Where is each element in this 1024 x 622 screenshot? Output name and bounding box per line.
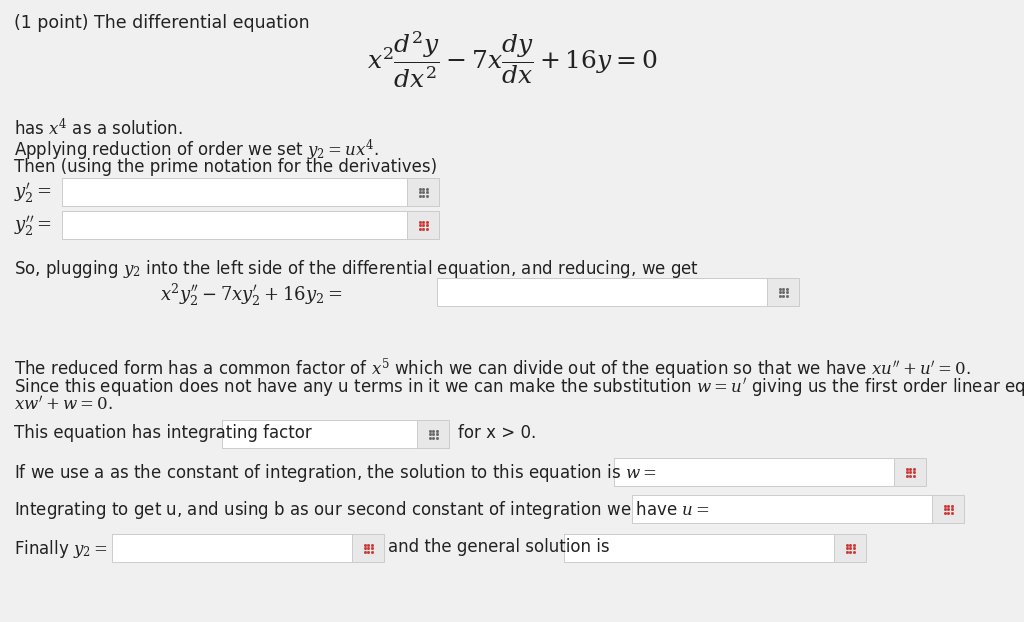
FancyBboxPatch shape	[352, 534, 384, 562]
Text: $y_2' =$: $y_2' =$	[14, 182, 52, 206]
FancyBboxPatch shape	[632, 495, 932, 523]
FancyBboxPatch shape	[112, 534, 352, 562]
Text: This equation has integrating factor: This equation has integrating factor	[14, 424, 311, 442]
Text: $x^2y_2'' - 7xy_2' + 16y_2 =$: $x^2y_2'' - 7xy_2' + 16y_2 =$	[160, 282, 342, 308]
FancyBboxPatch shape	[614, 458, 894, 486]
Text: $y_2'' =$: $y_2'' =$	[14, 215, 52, 239]
FancyBboxPatch shape	[222, 420, 417, 448]
FancyBboxPatch shape	[62, 178, 407, 206]
Text: So, plugging $y_2$ into the left side of the differential equation, and reducing: So, plugging $y_2$ into the left side of…	[14, 258, 699, 280]
FancyBboxPatch shape	[564, 534, 834, 562]
FancyBboxPatch shape	[407, 178, 439, 206]
Text: Integrating to get u, and using b as our second constant of integration we have : Integrating to get u, and using b as our…	[14, 499, 710, 521]
Text: and the general solution is: and the general solution is	[388, 538, 609, 556]
Text: Since this equation does not have any u terms in it we can make the substitution: Since this equation does not have any u …	[14, 376, 1024, 398]
FancyBboxPatch shape	[932, 495, 964, 523]
Text: The reduced form has a common factor of $x^5$ which we can divide out of the equ: The reduced form has a common factor of …	[14, 356, 971, 382]
Text: Finally $y_2 =$: Finally $y_2 =$	[14, 538, 108, 560]
FancyBboxPatch shape	[437, 278, 767, 306]
Text: Then (using the prime notation for the derivatives): Then (using the prime notation for the d…	[14, 158, 437, 176]
Text: If we use a as the constant of integration, the solution to this equation is $w : If we use a as the constant of integrati…	[14, 462, 656, 484]
FancyBboxPatch shape	[407, 211, 439, 239]
FancyBboxPatch shape	[894, 458, 926, 486]
Text: $x^2\dfrac{d^2y}{dx^2} - 7x\dfrac{dy}{dx} + 16y = 0$: $x^2\dfrac{d^2y}{dx^2} - 7x\dfrac{dy}{dx…	[367, 30, 657, 90]
Text: Applying reduction of order we set $y_2 = ux^4$.: Applying reduction of order we set $y_2 …	[14, 138, 379, 163]
FancyBboxPatch shape	[834, 534, 866, 562]
Text: $xw' + w = 0$.: $xw' + w = 0$.	[14, 396, 113, 414]
Text: has $x^4$ as a solution.: has $x^4$ as a solution.	[14, 118, 183, 139]
Text: for x > 0.: for x > 0.	[458, 424, 537, 442]
FancyBboxPatch shape	[767, 278, 799, 306]
Text: (1 point) The differential equation: (1 point) The differential equation	[14, 14, 309, 32]
FancyBboxPatch shape	[417, 420, 449, 448]
FancyBboxPatch shape	[62, 211, 407, 239]
